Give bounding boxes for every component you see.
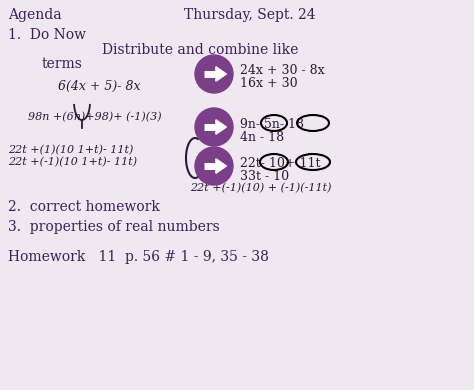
Circle shape — [195, 147, 233, 185]
Text: 2.  correct homework: 2. correct homework — [8, 200, 160, 214]
Text: 4n - 18: 4n - 18 — [240, 131, 284, 144]
Polygon shape — [216, 67, 227, 81]
Circle shape — [195, 108, 233, 146]
Text: 22t +(1)(10 1+t)- 11t): 22t +(1)(10 1+t)- 11t) — [8, 145, 133, 155]
Text: Agenda: Agenda — [8, 8, 62, 22]
Text: Homework   11  p. 56 # 1 - 9, 35 - 38: Homework 11 p. 56 # 1 - 9, 35 - 38 — [8, 250, 269, 264]
Text: 33t - 10: 33t - 10 — [240, 170, 289, 183]
Polygon shape — [216, 159, 227, 173]
Text: 22t +(-1)(10) + (-1)(-11t): 22t +(-1)(10) + (-1)(-11t) — [190, 183, 331, 193]
Text: 6(4x + 5)- 8x: 6(4x + 5)- 8x — [58, 80, 140, 93]
Text: 22t +(-1)(10 1+t)- 11t): 22t +(-1)(10 1+t)- 11t) — [8, 157, 137, 167]
Polygon shape — [216, 120, 227, 134]
Text: 3.  properties of real numbers: 3. properties of real numbers — [8, 220, 220, 234]
Text: 16x + 30: 16x + 30 — [240, 77, 298, 90]
Text: Distribute and combine like: Distribute and combine like — [102, 43, 298, 57]
Text: Thursday, Sept. 24: Thursday, Sept. 24 — [184, 8, 316, 22]
Text: 98n +(6n)+98)+ (-1)(3): 98n +(6n)+98)+ (-1)(3) — [28, 112, 162, 122]
Text: 1.  Do Now: 1. Do Now — [8, 28, 86, 42]
Text: terms: terms — [42, 57, 83, 71]
Text: 9n- 5n- 18: 9n- 5n- 18 — [240, 118, 304, 131]
Text: 24x + 30 - 8x: 24x + 30 - 8x — [240, 64, 325, 77]
Circle shape — [195, 55, 233, 93]
Text: 22t- 10+ 11t: 22t- 10+ 11t — [240, 157, 320, 170]
